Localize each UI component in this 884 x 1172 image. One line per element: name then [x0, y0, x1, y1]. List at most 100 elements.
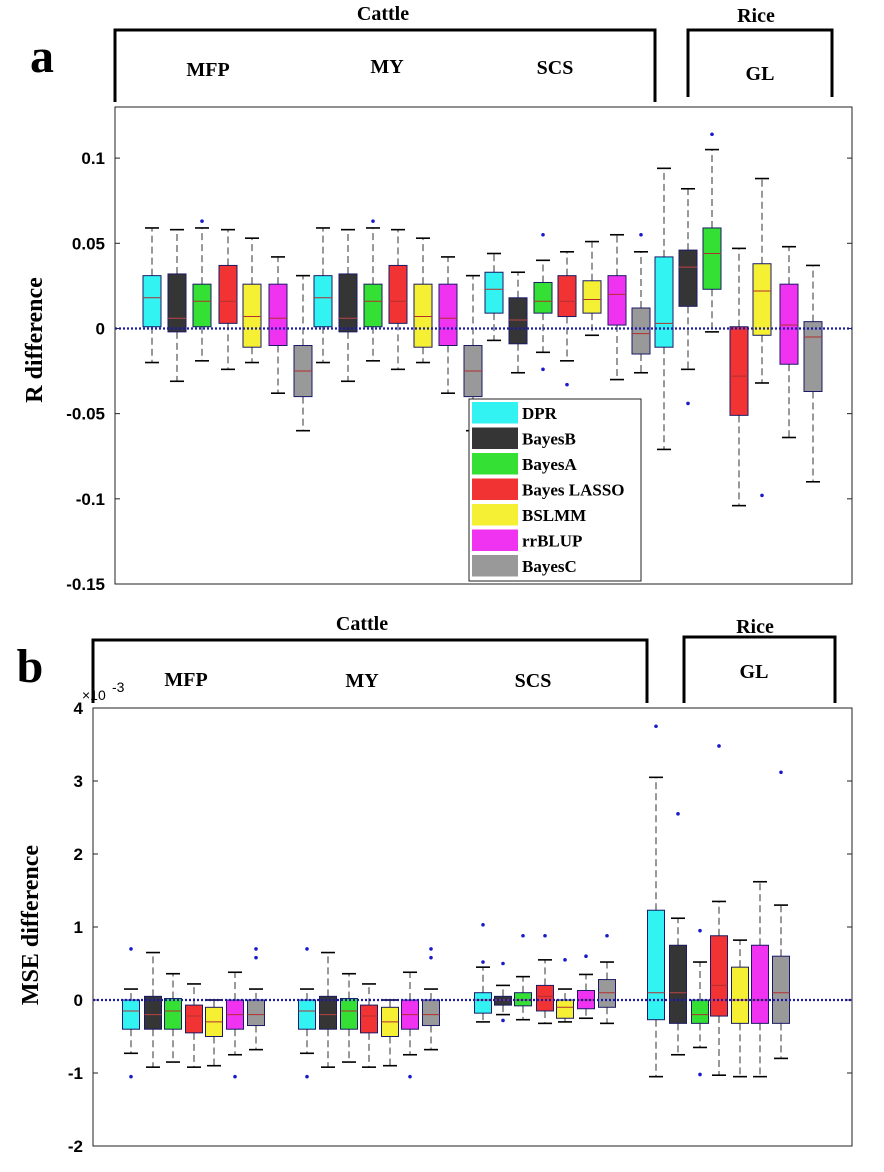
trait-label: GL — [740, 661, 769, 683]
outlier-point — [521, 933, 525, 938]
box-MY-rrBLUP — [401, 971, 419, 1079]
group-header: Rice — [737, 5, 775, 27]
box-body — [144, 995, 162, 1030]
y-tick-label: 0 — [96, 319, 105, 338]
box-body — [413, 283, 433, 348]
axis-exponent-power: -3 — [112, 679, 125, 695]
box-MFP-BayesC — [293, 274, 313, 432]
outlier-point — [501, 961, 505, 966]
box-body — [803, 321, 823, 392]
box-body — [319, 995, 337, 1030]
box-SCS-BayesB — [508, 271, 528, 374]
outlier-point — [233, 1074, 237, 1079]
box-MY-Bayes-LASSO — [388, 228, 408, 371]
legend-swatch — [472, 427, 518, 449]
box-body — [438, 283, 458, 346]
box-body — [298, 999, 316, 1030]
box-MFP-rrBLUP — [226, 971, 244, 1079]
outlier-point — [654, 724, 658, 729]
outlier-point — [584, 954, 588, 958]
trait-label: SCS — [537, 57, 574, 79]
box-body — [242, 283, 262, 348]
legend-swatch — [472, 402, 518, 424]
outlier-point — [254, 947, 258, 951]
y-tick-label: 0.1 — [81, 149, 105, 168]
box-MFP-BayesB — [167, 228, 187, 383]
legend-swatch — [472, 453, 518, 475]
box-body — [779, 283, 799, 365]
box-body — [751, 944, 769, 1024]
box-SCS-BSLMM — [556, 958, 574, 1023]
box-MFP-BSLMM — [205, 999, 223, 1067]
legend-label: rrBLUP — [522, 532, 582, 551]
box-GL-rrBLUP — [779, 245, 799, 439]
outlier-point — [676, 812, 680, 816]
box-body — [268, 283, 288, 346]
box-body — [647, 909, 665, 1021]
box-body — [474, 992, 492, 1014]
outlier-point — [371, 219, 375, 223]
outlier-point — [305, 1074, 309, 1079]
box-body — [533, 281, 553, 314]
group-bracket — [682, 635, 837, 703]
trait-label: SCS — [515, 670, 552, 692]
box-body — [484, 271, 504, 314]
box-body — [340, 998, 358, 1030]
legend-swatch — [472, 504, 518, 526]
y-tick-label: -0.15 — [66, 575, 105, 594]
box-MY-DPR — [298, 947, 316, 1079]
box-body — [729, 326, 749, 416]
box-body — [218, 264, 238, 324]
y-tick-label: -0.1 — [76, 490, 105, 509]
legend-label: DPR — [522, 404, 558, 423]
y-tick-label: -0.05 — [66, 405, 105, 424]
outlier-point — [129, 1074, 133, 1079]
group-bracket — [113, 28, 657, 102]
box-MFP-BayesC — [247, 947, 265, 1051]
trait-label: MY — [345, 670, 379, 692]
outlier-point — [698, 928, 702, 933]
box-body — [772, 955, 790, 1024]
box-body — [598, 979, 616, 1008]
box-body — [185, 1004, 203, 1034]
box-GL-BSLMM — [731, 939, 749, 1078]
outlier-point — [686, 401, 690, 406]
outlier-point — [481, 923, 485, 927]
box-MFP-Bayes-LASSO — [185, 983, 203, 1068]
outlier-point — [254, 955, 258, 960]
outlier-point — [605, 933, 609, 938]
legend-label: BSLMM — [522, 506, 586, 525]
box-GL-BayesC — [803, 264, 823, 483]
box-MY-BayesB — [319, 951, 337, 1068]
box-MY-BSLMM — [413, 237, 433, 364]
box-MFP-BayesB — [144, 951, 162, 1068]
outlier-point — [779, 770, 783, 775]
box-body — [142, 275, 162, 328]
y-axis-label: MSE difference — [18, 845, 44, 1006]
box-MY-rrBLUP — [438, 256, 458, 395]
box-body — [247, 999, 265, 1027]
outlier-point — [698, 1072, 702, 1077]
box-MFP-BayesA — [192, 219, 212, 362]
outlier-point — [429, 947, 433, 951]
box-SCS-BSLMM — [582, 240, 602, 337]
panel-a: a Cattle Rice MFP MY SCS GL -0.15 -0.1 -0.05 0 0.05… — [22, 3, 853, 594]
trait-label: MY — [370, 56, 404, 78]
y-tick-label: -2 — [68, 1137, 83, 1156]
trait-label: GL — [746, 63, 775, 85]
box-GL-BayesC — [772, 770, 790, 1060]
y-tick-label: 4 — [74, 699, 84, 718]
outlier-point — [563, 958, 567, 962]
y-axis-label: R difference — [22, 277, 48, 403]
box-MY-BayesB — [338, 228, 358, 383]
panel-letter: b — [17, 640, 44, 693]
box-body — [167, 273, 187, 333]
box-body — [582, 280, 602, 314]
box-body — [164, 998, 182, 1030]
box-body — [313, 275, 333, 328]
box-SCS-rrBLUP — [607, 233, 627, 381]
outlier-point — [710, 132, 714, 137]
legend-label: BayesC — [522, 557, 577, 576]
outlier-point — [481, 960, 485, 964]
legend-swatch — [472, 529, 518, 551]
